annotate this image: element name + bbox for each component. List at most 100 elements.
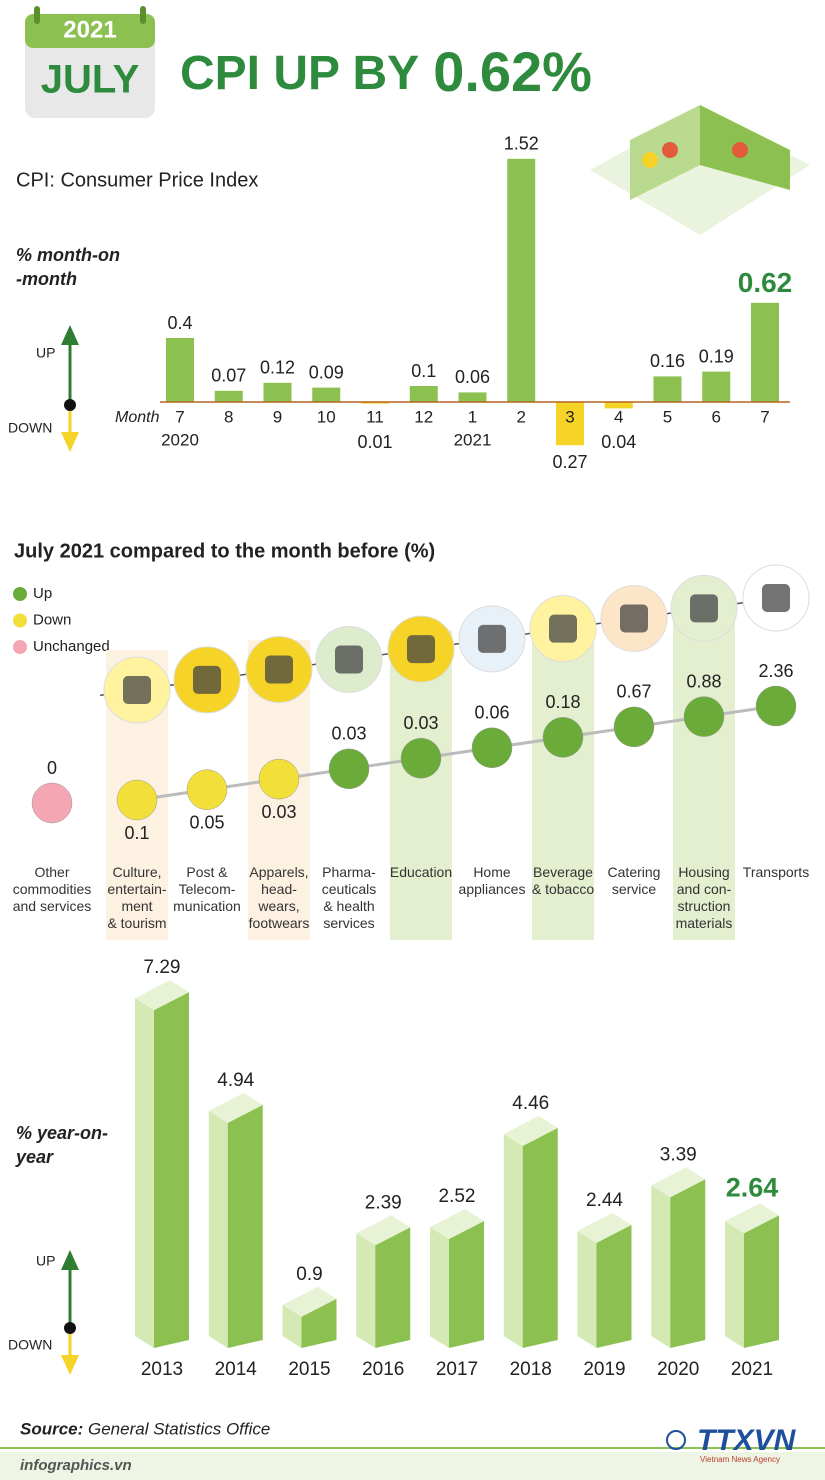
category-label: Education bbox=[389, 864, 453, 880]
category-label: Apparels, head- wears, footwears bbox=[248, 864, 310, 931]
source-label: Source: bbox=[20, 1419, 83, 1438]
legend-swatch bbox=[13, 640, 27, 654]
icon-glyph bbox=[335, 645, 363, 674]
category-label: Catering service bbox=[607, 864, 661, 897]
x-tick-label: 2014 bbox=[215, 1359, 258, 1380]
source: General Statistics Office bbox=[88, 1419, 270, 1438]
column-band bbox=[532, 620, 594, 940]
x-tick-label: 5 bbox=[663, 407, 672, 426]
subtitle: CPI: Consumer Price Index bbox=[16, 169, 258, 191]
down-arrow-head bbox=[61, 1355, 79, 1375]
market-illustration bbox=[590, 105, 810, 235]
bar-top bbox=[503, 1115, 558, 1146]
arrow-dot bbox=[64, 399, 76, 411]
down-label: DOWN bbox=[8, 1337, 52, 1353]
bar bbox=[409, 386, 438, 402]
down-label: DOWN bbox=[8, 420, 52, 436]
icon-glyph bbox=[549, 614, 577, 643]
bar-side bbox=[577, 1230, 597, 1348]
category-label: Beverage & tobacco bbox=[531, 864, 595, 897]
value-label: 0.9 bbox=[296, 1264, 322, 1285]
x-tick-label: 7 bbox=[175, 407, 184, 426]
site: infographics.vn bbox=[20, 1457, 132, 1474]
bar bbox=[214, 390, 243, 402]
bar-side bbox=[356, 1233, 376, 1348]
value-label: 0.18 bbox=[545, 692, 580, 712]
x-tick-label: 2019 bbox=[583, 1359, 625, 1380]
title-text: CPI UP BY bbox=[180, 47, 419, 100]
x-tick-label: 6 bbox=[712, 407, 721, 426]
value-label: 0.07 bbox=[211, 366, 246, 386]
value-label: 0.62 bbox=[738, 267, 793, 298]
icon-glyph bbox=[407, 635, 435, 664]
bar-front bbox=[596, 1224, 632, 1348]
bar-side bbox=[135, 998, 154, 1348]
x-tick-label: 3 bbox=[565, 407, 574, 426]
section-title: July 2021 compared to the month before (… bbox=[14, 540, 435, 562]
year-label: 2020 bbox=[161, 430, 199, 449]
calendar-top bbox=[25, 14, 155, 48]
value-label: 0.16 bbox=[650, 351, 685, 371]
x-tick-label: 2015 bbox=[288, 1359, 330, 1380]
up-arrow-head bbox=[61, 325, 79, 345]
calendar-ring bbox=[140, 6, 146, 24]
bar-side bbox=[651, 1185, 671, 1348]
up-label: UP bbox=[36, 1253, 55, 1269]
category-label: Post & Telecom- munication bbox=[173, 864, 241, 914]
bar-front bbox=[301, 1298, 337, 1348]
x-axis-label: Month bbox=[115, 409, 160, 426]
icon-glyph bbox=[620, 604, 648, 633]
bar-top bbox=[577, 1212, 632, 1243]
up-arrow-head bbox=[61, 1250, 79, 1270]
icon-glyph bbox=[478, 624, 506, 653]
x-tick-label: 2021 bbox=[731, 1359, 773, 1380]
x-tick-label: 2016 bbox=[362, 1359, 404, 1380]
x-tick-label: 1 bbox=[468, 407, 477, 426]
category-label: Culture, entertain- ment & tourism bbox=[107, 864, 167, 931]
bar bbox=[653, 376, 682, 402]
value-label: 0.03 bbox=[403, 713, 438, 733]
title-value: 0.62% bbox=[433, 40, 592, 103]
dot bbox=[755, 685, 797, 727]
category-label: Home appliances bbox=[458, 864, 526, 897]
x-tick-label: 2018 bbox=[510, 1359, 552, 1380]
y-axis-label: % year-on- year bbox=[16, 1123, 109, 1167]
value-label: 0.01 bbox=[357, 432, 392, 452]
value-label: 3.39 bbox=[660, 1144, 697, 1165]
x-tick-label: 10 bbox=[317, 407, 336, 426]
year-label: 2021 bbox=[454, 430, 492, 449]
bar-front bbox=[227, 1104, 263, 1348]
legend-label: Unchanged bbox=[33, 638, 110, 655]
value-label: 0.12 bbox=[260, 358, 295, 378]
value-label: 2.36 bbox=[758, 661, 793, 681]
category-label: Pharma- ceuticals & health services bbox=[321, 864, 377, 931]
column-band bbox=[673, 610, 735, 940]
x-tick-label: 9 bbox=[273, 407, 282, 426]
bar bbox=[312, 387, 341, 402]
month: JULY bbox=[41, 58, 140, 102]
bar bbox=[361, 402, 389, 404]
value-label: 0.19 bbox=[699, 346, 734, 366]
dot bbox=[683, 696, 725, 737]
icon-glyph bbox=[762, 584, 790, 612]
bar-side bbox=[282, 1304, 302, 1348]
bar-top bbox=[135, 980, 189, 1011]
value-label: 1.52 bbox=[504, 134, 539, 154]
value-label: 0.27 bbox=[552, 452, 587, 472]
bar bbox=[263, 382, 292, 402]
bar bbox=[556, 402, 584, 446]
bar-side bbox=[725, 1221, 744, 1348]
legend-swatch bbox=[13, 613, 27, 628]
bar bbox=[458, 392, 487, 402]
footer-band bbox=[0, 1452, 825, 1480]
bar-front bbox=[670, 1179, 706, 1348]
x-tick-label: 2020 bbox=[657, 1359, 699, 1380]
calendar-ring bbox=[34, 6, 40, 24]
dot bbox=[258, 758, 300, 800]
dot bbox=[613, 706, 655, 748]
value-label: 2.39 bbox=[365, 1192, 402, 1213]
category-label: Other commodities and services bbox=[12, 864, 92, 914]
value-label: 0.1 bbox=[411, 361, 436, 381]
bar bbox=[702, 371, 731, 402]
